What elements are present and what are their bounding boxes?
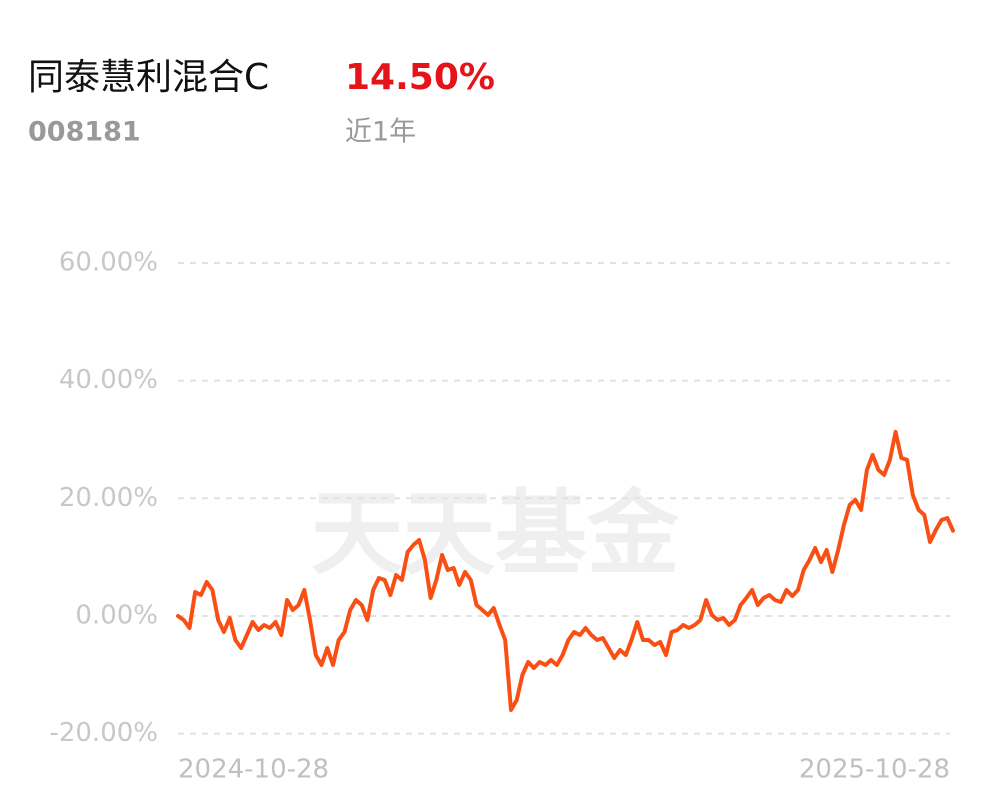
y-tick-label: 20.00%: [59, 483, 158, 513]
y-tick-label: 60.00%: [59, 247, 158, 277]
fund-title: 同泰慧利混合C: [28, 57, 269, 98]
y-tick-label: 0.00%: [75, 600, 158, 630]
fund-return: 14.50%: [345, 57, 495, 98]
y-tick-label: 40.00%: [59, 365, 158, 395]
y-tick-label: -20.00%: [49, 718, 158, 748]
return-line: [176, 429, 955, 712]
watermark: 天天基金: [311, 480, 680, 587]
x-tick-label: 2024-10-28: [178, 755, 329, 785]
fund-code: 008181: [28, 117, 141, 148]
x-tick-label: 2025-10-28: [799, 755, 950, 785]
period-label: 近1年: [345, 117, 416, 148]
